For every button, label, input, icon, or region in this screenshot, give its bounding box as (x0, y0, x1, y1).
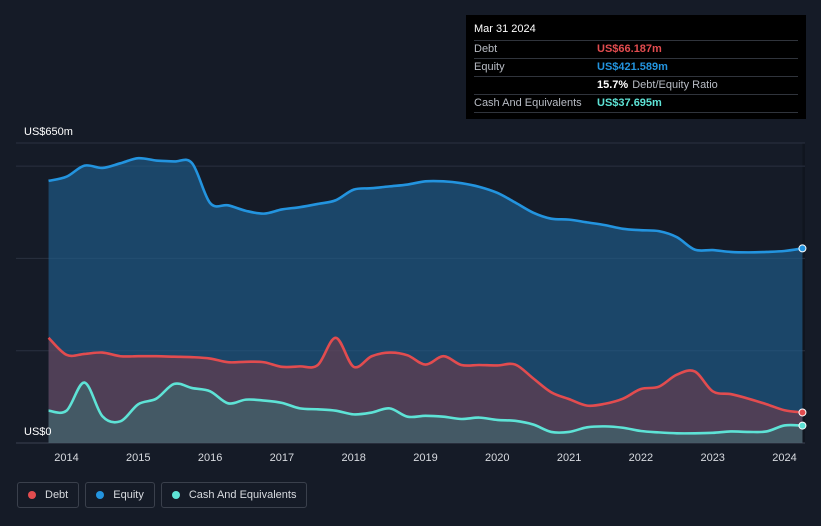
tooltip-label: Equity (474, 61, 505, 73)
x-tick-label: 2022 (629, 452, 653, 464)
tooltip-label (474, 77, 597, 94)
series-areas (48, 158, 803, 443)
y-axis-top-label: US$650m (24, 126, 73, 138)
legend-label: Equity (113, 489, 144, 501)
tooltip-row-debt: Debt US$66.187m (474, 40, 798, 58)
tooltip-value: US$66.187m (597, 43, 662, 55)
cash-and-equivalents-line (48, 381, 803, 435)
debt-dot-icon (28, 491, 36, 499)
tooltip-label: Cash And Equivalents (474, 97, 582, 109)
tooltip-label: Debt (474, 43, 498, 55)
y-axis-bottom-label: US$0 (24, 426, 52, 438)
tooltip-value: 15.7% (597, 79, 629, 91)
tooltip-extra: Debt/Equity Ratio (632, 79, 718, 91)
x-tick-label: 2024 (772, 452, 796, 464)
debt-line (47, 336, 803, 414)
tooltip-row-equity: Equity US$421.589m (474, 58, 798, 76)
tooltip-row-cash: Cash And Equivalents US$37.695m (474, 94, 798, 113)
tooltip-row-ratio: 15.7% Debt/Equity Ratio (474, 76, 798, 94)
x-tick-label: 2023 (700, 452, 724, 464)
plot-future-shade (802, 143, 805, 443)
x-tick-label: 2015 (126, 452, 150, 464)
x-axis-ticks: 2014 2015 2016 2017 2018 2019 2020 2021 2022 2023… (54, 452, 796, 464)
tooltip-panel: Mar 31 2024 Debt US$66.187m Equity US$42… (466, 15, 806, 119)
legend: Debt Equity Cash And Equivalents (17, 482, 308, 508)
tooltip-value: US$421.589m (597, 61, 668, 73)
x-tick-label: 2018 (341, 452, 365, 464)
x-tick-label: 2014 (54, 452, 78, 464)
series-lines (47, 156, 803, 435)
legend-item-cash[interactable]: Cash And Equivalents (160, 482, 308, 508)
x-tick-label: 2021 (557, 452, 581, 464)
cash-and-equivalents-end-marker[interactable] (798, 421, 807, 430)
x-tick-label: 2016 (198, 452, 222, 464)
tooltip-date: Mar 31 2024 (474, 23, 536, 35)
tooltip-value: US$37.695m (597, 97, 662, 109)
legend-label: Debt (45, 489, 69, 501)
debt-end-marker[interactable] (798, 408, 807, 417)
cash-dot-icon (171, 491, 180, 499)
legend-label: Cash And Equivalents (188, 489, 297, 501)
legend-item-equity[interactable]: Equity (85, 482, 155, 508)
equity-dot-icon (96, 491, 105, 499)
equity-end-marker[interactable] (798, 244, 807, 253)
equity-line (48, 156, 803, 254)
x-tick-label: 2017 (270, 452, 294, 464)
legend-item-debt[interactable]: Debt (17, 482, 80, 508)
x-tick-label: 2019 (413, 452, 437, 464)
series-end-markers (798, 244, 807, 430)
x-tick-label: 2020 (485, 452, 509, 464)
